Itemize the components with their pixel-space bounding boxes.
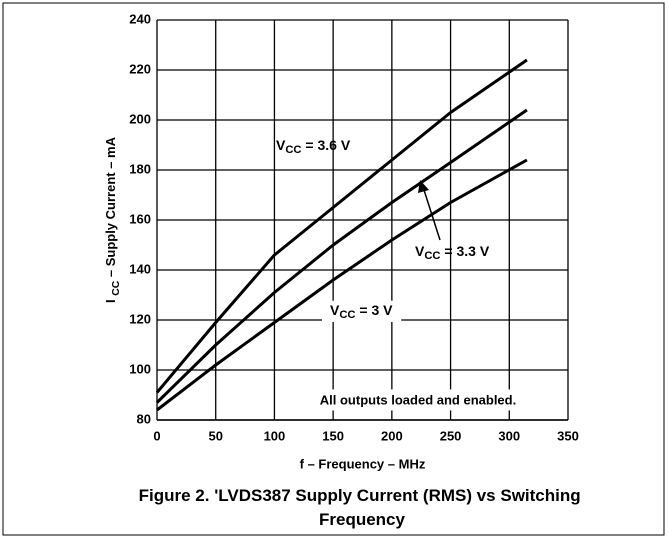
series-line: [155, 58, 528, 394]
y-tick-label: 100: [129, 361, 151, 376]
series-label: VCC = 3.3 V: [415, 243, 490, 262]
series-label: VCC = 3 V: [330, 302, 393, 321]
y-tick-label: 180: [129, 161, 151, 176]
annotation-bg: [313, 389, 523, 411]
x-tick-label: 50: [208, 428, 222, 443]
series-line: [156, 158, 528, 412]
y-tick-label: 80: [137, 411, 151, 426]
x-tick-label: 350: [557, 428, 579, 443]
y-tick-label: 120: [129, 311, 151, 326]
arrow-shaft: [423, 189, 441, 241]
x-tick-label: 100: [264, 428, 286, 443]
x-tick-label: 250: [440, 428, 462, 443]
annotation: All outputs loaded and enabled.: [320, 392, 516, 407]
y-tick-label: 200: [129, 111, 151, 126]
y-tick-label: 140: [129, 261, 151, 276]
x-tick-label: 300: [498, 428, 520, 443]
series-label: VCC = 3.6 V: [276, 137, 351, 156]
chart-title: Figure 2. 'LVDS387 Supply Current (RMS) …: [139, 486, 586, 529]
series-line: [155, 108, 528, 404]
label-bg: [322, 300, 402, 322]
arrow-head: [418, 180, 429, 193]
y-tick-label: 160: [129, 211, 151, 226]
y-tick-label: 240: [129, 11, 151, 26]
x-tick-label: 0: [153, 428, 160, 443]
y-axis-label: I CC – Supply Current – mA: [103, 136, 121, 303]
y-tick-label: 220: [129, 61, 151, 76]
x-tick-label: 200: [381, 428, 403, 443]
x-tick-label: 150: [322, 428, 344, 443]
x-axis-label: f – Frequency – MHz: [300, 456, 426, 471]
